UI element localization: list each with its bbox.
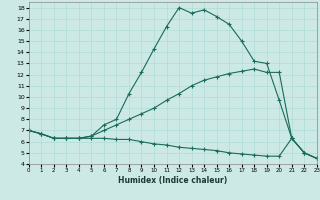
X-axis label: Humidex (Indice chaleur): Humidex (Indice chaleur) — [118, 176, 228, 185]
